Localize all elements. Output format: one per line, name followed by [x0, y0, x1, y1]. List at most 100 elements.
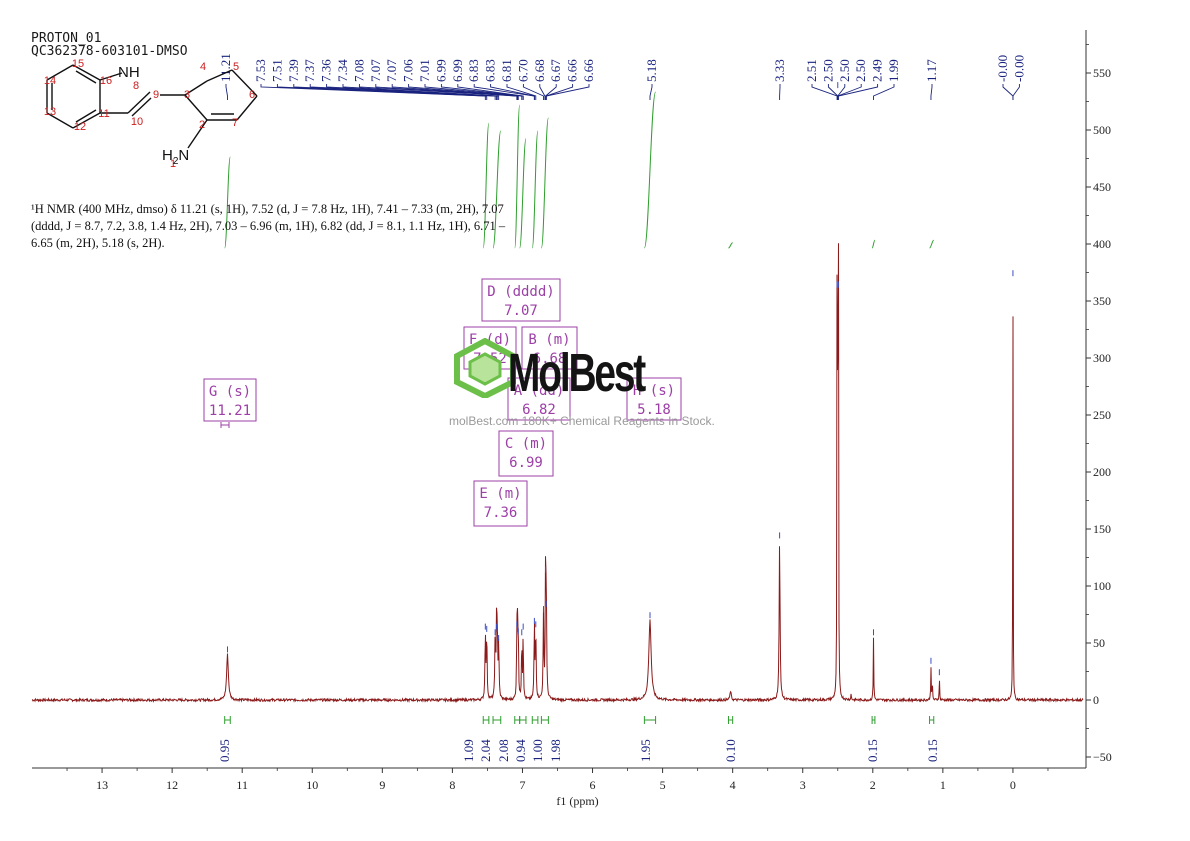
x-tick-label: 11 — [236, 778, 248, 792]
peak-label: 6.66 — [581, 59, 596, 82]
integral-value: 1.00 — [530, 739, 545, 762]
y-tick-label: 200 — [1093, 465, 1111, 479]
atom-number: 13 — [44, 106, 56, 118]
x-tick-label: 6 — [590, 778, 596, 792]
integral-value: 1.98 — [548, 739, 563, 762]
peak-label: 2.51 — [804, 59, 819, 82]
y-tick-label: 450 — [1093, 180, 1111, 194]
integral-bracket — [492, 716, 502, 724]
integral-value: 0.15 — [925, 739, 940, 762]
x-tick-label: 5 — [660, 778, 666, 792]
integral-value: 2.08 — [496, 739, 511, 762]
y-tick-label: 350 — [1093, 294, 1111, 308]
peak-label: 6.99 — [433, 59, 448, 82]
peak-label-leader — [342, 84, 500, 100]
multiplet-label: D (dddd) — [487, 284, 554, 300]
integral-value: 1.09 — [461, 739, 476, 762]
integral-value: 0.94 — [513, 739, 528, 762]
peak-label-leader — [490, 84, 535, 100]
peak-label: 6.66 — [565, 59, 580, 82]
peak-label-leader — [649, 84, 653, 100]
integral-curve — [482, 122, 490, 249]
peak-label: 7.06 — [401, 59, 416, 82]
multiplet-label: E (m) — [479, 486, 521, 502]
peak-label-leader — [276, 84, 488, 100]
integral-value: 0.15 — [865, 739, 880, 762]
x-tick-label: 1 — [940, 778, 946, 792]
multiplet-boxes: G (s)11.21D (dddd)7.07F (d)7.52B (m)6.68… — [203, 278, 682, 527]
atom-number: 15 — [72, 58, 84, 70]
peak-label: 6.83 — [466, 59, 481, 82]
x-tick-label: 8 — [449, 778, 455, 792]
peak-label: 7.53 — [253, 59, 268, 82]
multiplet-shift: 6.99 — [509, 455, 543, 471]
atom-number: 10 — [131, 116, 143, 128]
peak-label: 6.99 — [450, 59, 465, 82]
watermark-brand: MolBest — [508, 343, 646, 403]
multiplet-box-b: B (m) 6.68 — [521, 326, 578, 370]
peak-label-leader — [1002, 84, 1014, 100]
peak-label: 7.51 — [269, 59, 284, 82]
multiplet-frame — [203, 378, 257, 422]
peak-label: 2.50 — [837, 59, 852, 82]
x-tick-label: 7 — [519, 778, 525, 792]
nmr-summary-line-2: (dddd, J = 8.7, 7.2, 3.8, 1.4 Hz, 2H), 7… — [31, 219, 506, 233]
multiplet-label: H (s) — [633, 383, 675, 399]
multiplet-box-e: E (m) 7.36 — [473, 480, 528, 527]
peak-label-leader — [827, 84, 839, 100]
peak-label: 7.01 — [417, 59, 432, 82]
peak-label: -0.00 — [1011, 55, 1026, 82]
atom-number: 9 — [153, 89, 159, 101]
x-tick-label: 2 — [870, 778, 876, 792]
integral-bracket — [482, 716, 490, 724]
peak-label: 6.68 — [532, 59, 547, 82]
peak-label-leader — [391, 84, 519, 100]
sample-id: QC362378-603101-DMSO — [31, 44, 188, 59]
y-tick-label: 250 — [1093, 408, 1111, 422]
y-tick-label: 400 — [1093, 237, 1111, 251]
peak-label: 7.34 — [335, 59, 350, 82]
atom-number: 14 — [44, 75, 56, 87]
spectrum-trace — [31, 82, 1084, 704]
nh2-label: H2N — [162, 147, 189, 167]
peak-label: 11.21 — [218, 53, 233, 82]
multiplet-shift: 7.36 — [484, 505, 518, 521]
multiplet-label: C (m) — [505, 436, 547, 452]
peak-label: 7.08 — [351, 59, 366, 82]
y-tick-label: −50 — [1093, 750, 1112, 764]
multiplet-box-g: G (s) 11.21 — [203, 378, 257, 422]
peak-label: -0.00 — [995, 55, 1010, 82]
y-tick-label: 50 — [1093, 636, 1105, 650]
watermark-logo-icon — [454, 338, 516, 398]
y-tick-label: 500 — [1093, 123, 1111, 137]
integral-curve — [643, 91, 657, 249]
peak-label: 2.50 — [853, 59, 868, 82]
nmr-summary: ¹H NMR (400 MHz, dmso) δ 11.21 (s, 1H), … — [31, 201, 591, 252]
integral-bracket — [929, 716, 935, 724]
multiplet-range-mark — [220, 422, 230, 428]
peak-label-leader — [545, 84, 590, 100]
peak-label: 6.67 — [548, 59, 563, 82]
x-axis-title: f1 (ppm) — [556, 794, 598, 808]
x-tick-label: 0 — [1010, 778, 1016, 792]
integral-bracket — [531, 716, 539, 724]
nmr-summary-line-1: ¹H NMR (400 MHz, dmso) δ 11.21 (s, 1H), … — [31, 202, 504, 216]
peak-label: 7.36 — [319, 59, 334, 82]
multiplet-box-h: H (s) 5.18 — [626, 377, 682, 421]
multiplet-shift: 6.82 — [522, 402, 556, 418]
multiplet-frame — [481, 278, 561, 322]
integral-bracket — [519, 716, 527, 724]
multiplet-label: A (dd) — [514, 383, 565, 399]
integral-value: 1.95 — [638, 739, 653, 762]
peak-label: 6.70 — [515, 59, 530, 82]
integral-curve — [540, 117, 549, 249]
y-tick-label: 0 — [1093, 693, 1099, 707]
peak-label-leader — [539, 84, 546, 100]
integral-bracket — [514, 716, 521, 724]
peak-label-leader — [873, 84, 895, 100]
integral-value: 0.10 — [723, 739, 738, 762]
axes: 13 12 11 10 9 8 7 6 5 4 3 2 1 05505004504003503002502… — [32, 30, 1112, 808]
peak-label-leader — [358, 84, 518, 100]
